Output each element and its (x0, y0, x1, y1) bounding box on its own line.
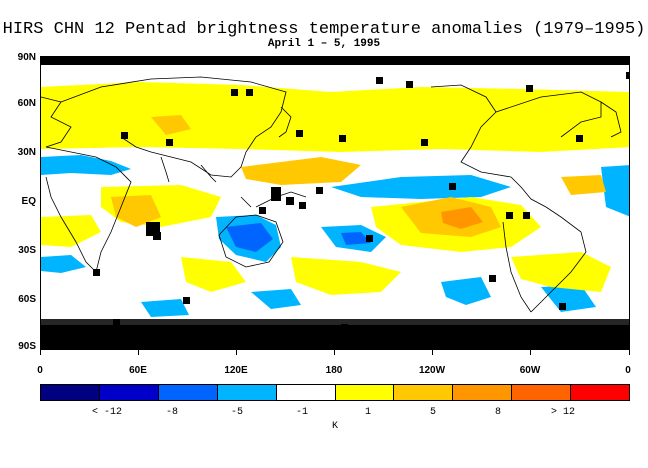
map-title: HIRS CHN 12 Pentad brightness temperatur… (2, 20, 646, 39)
lat-label-90n: 90N (17, 52, 36, 63)
missing-data-south-edge (41, 319, 629, 325)
anomaly-map (40, 56, 630, 350)
lon-tick (334, 350, 335, 355)
lon-tick (138, 350, 139, 355)
colorbar-label: 5 (429, 407, 436, 418)
lat-label-90s: 90S (18, 341, 36, 352)
lon-tick (236, 350, 237, 355)
colorbar-segment (512, 385, 572, 400)
lat-label-60n: 60N (17, 98, 36, 109)
colorbar-units: K (331, 421, 338, 432)
lon-label-60e: 60E (129, 365, 147, 376)
lon-label-120e: 120E (224, 365, 248, 376)
lon-tick (40, 350, 41, 355)
colorbar-label: -1 (295, 407, 308, 418)
lat-label-eq: EQ (21, 196, 36, 207)
colorbar-label: -8 (165, 407, 178, 418)
colorbar (40, 384, 630, 401)
colorbar-label: > 12 (550, 407, 575, 418)
strong-negative-anomaly-regions (226, 223, 371, 252)
lon-label-60w: 60W (519, 365, 541, 376)
colorbar-label: 8 (494, 407, 501, 418)
lat-label-30s: 30S (18, 245, 36, 256)
colorbar-segment (276, 385, 336, 400)
colorbar-segment (335, 385, 395, 400)
colorbar-segment (217, 385, 277, 400)
lon-label-0-east: 0 (625, 365, 631, 376)
colorbar-segment (41, 385, 100, 400)
map-subtitle: April 1 – 5, 1995 (267, 38, 381, 50)
coastlines (41, 76, 622, 313)
lon-label-120w: 120W (418, 365, 446, 376)
lon-tick (530, 350, 531, 355)
positive-anomaly-regions (41, 82, 629, 295)
map-svg (41, 57, 629, 349)
lat-label-30n: 30N (17, 147, 36, 158)
colorbar-label: < -12 (91, 407, 122, 418)
missing-data-south (41, 325, 629, 349)
lat-label-60s: 60S (18, 294, 36, 305)
colorbar-segment (453, 385, 513, 400)
colorbar-segment (571, 385, 630, 400)
colorbar-label: -5 (230, 407, 243, 418)
colorbar-segment (158, 385, 218, 400)
lon-label-180: 180 (325, 365, 343, 376)
colorbar-segment (99, 385, 159, 400)
missing-data-cells (93, 72, 629, 331)
lon-tick (629, 350, 630, 355)
lon-tick (432, 350, 433, 355)
strongest-positive-anomaly-regions (441, 207, 483, 229)
colorbar-segment (394, 385, 454, 400)
lon-label-0: 0 (37, 365, 43, 376)
missing-data-north (41, 57, 629, 65)
colorbar-label: 1 (364, 407, 371, 418)
